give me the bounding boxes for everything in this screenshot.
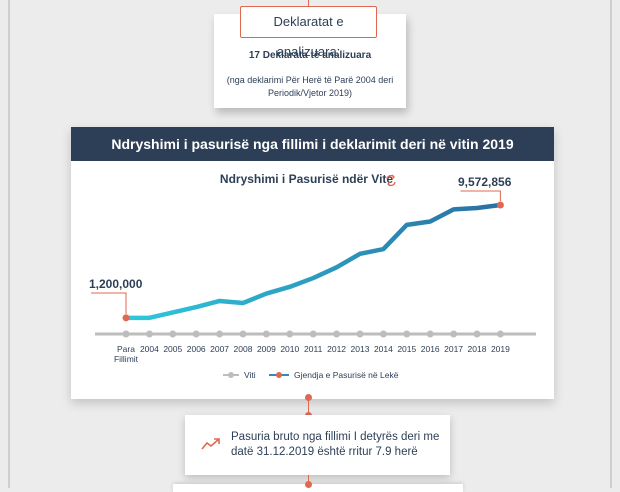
x-tick-label: Fillimit bbox=[114, 354, 139, 364]
summary-text: Pasuria bruto nga fillimi I detyrës deri… bbox=[231, 431, 440, 458]
chart-card: Ndryshimi i pasurisë nga fillimi i dekla… bbox=[71, 127, 554, 399]
data-label-end: 9,572,856 bbox=[458, 175, 512, 189]
year-marker bbox=[169, 330, 177, 338]
year-marker bbox=[309, 330, 317, 338]
x-tick-label: 2018 bbox=[468, 344, 487, 354]
year-marker bbox=[192, 330, 200, 338]
year-marker bbox=[262, 330, 270, 338]
x-tick-label: 2008 bbox=[234, 344, 253, 354]
x-tick-label: 2006 bbox=[187, 344, 206, 354]
declarations-count: 17 Deklarata të analizuara bbox=[214, 50, 406, 61]
x-tick-label: 2007 bbox=[210, 344, 229, 354]
x-tick-label: 2013 bbox=[351, 344, 370, 354]
year-marker bbox=[379, 330, 387, 338]
x-tick-label: 2017 bbox=[444, 344, 463, 354]
connector-dot bbox=[305, 394, 312, 401]
x-tick-label: 2019 bbox=[491, 344, 510, 354]
year-marker bbox=[403, 330, 411, 338]
chart-title: Ndryshimi i Pasurisë ndër Vite bbox=[220, 172, 394, 186]
data-label-start: 1,200,000 bbox=[89, 277, 143, 291]
year-marker bbox=[239, 330, 247, 338]
x-tick-label: 2009 bbox=[257, 344, 276, 354]
year-marker bbox=[356, 330, 364, 338]
legend-marker-wealth bbox=[276, 372, 282, 378]
year-marker bbox=[426, 330, 434, 338]
x-tick-label: 2010 bbox=[280, 344, 299, 354]
x-tick-label: 2004 bbox=[140, 344, 159, 354]
x-tick-label: 2011 bbox=[304, 344, 323, 354]
year-marker bbox=[145, 330, 153, 338]
year-marker bbox=[122, 330, 130, 338]
declarations-tag: Deklaratat e analizuara: bbox=[240, 6, 377, 59]
year-marker bbox=[333, 330, 341, 338]
year-marker bbox=[473, 330, 481, 338]
declarations-note: (nga deklarimi Për Herë të Parë 2004 der… bbox=[226, 75, 394, 98]
callout-line bbox=[460, 190, 501, 201]
connector-line bbox=[308, 399, 309, 415]
refresh-icon bbox=[386, 174, 396, 187]
year-marker bbox=[286, 330, 294, 338]
connector-line bbox=[308, 0, 309, 8]
x-tick-label: 2015 bbox=[397, 344, 416, 354]
legend-label-year: Viti bbox=[244, 370, 256, 380]
line-chart: Ndryshimi i Pasurisë ndër Vite ParaFillim… bbox=[89, 172, 536, 380]
right-frame-line bbox=[610, 0, 612, 488]
summary-card: Pasuria bruto nga fillimi I detyrës deri… bbox=[185, 415, 450, 475]
x-tick-label: 2012 bbox=[327, 344, 346, 354]
year-marker bbox=[496, 330, 504, 338]
trend-up-icon bbox=[201, 438, 220, 450]
callout-line bbox=[91, 292, 127, 314]
legend-label-wealth: Gjendja e Pasurisë në Lekë bbox=[294, 370, 399, 380]
x-tick-label: 2016 bbox=[421, 344, 440, 354]
start-point bbox=[122, 314, 130, 322]
end-point bbox=[496, 201, 504, 209]
x-tick-label: Para bbox=[117, 344, 135, 354]
year-marker bbox=[450, 330, 458, 338]
connector-dot bbox=[305, 481, 312, 488]
x-tick-label: 2014 bbox=[374, 344, 393, 354]
left-frame-line bbox=[8, 0, 10, 488]
chart-section-title: Ndryshimi i pasurisë nga fillimi i dekla… bbox=[71, 127, 554, 161]
legend-marker-year bbox=[228, 372, 234, 378]
x-tick-label: 2005 bbox=[163, 344, 182, 354]
series-line-wealth bbox=[123, 202, 503, 321]
next-card bbox=[173, 484, 463, 492]
year-marker bbox=[216, 330, 224, 338]
